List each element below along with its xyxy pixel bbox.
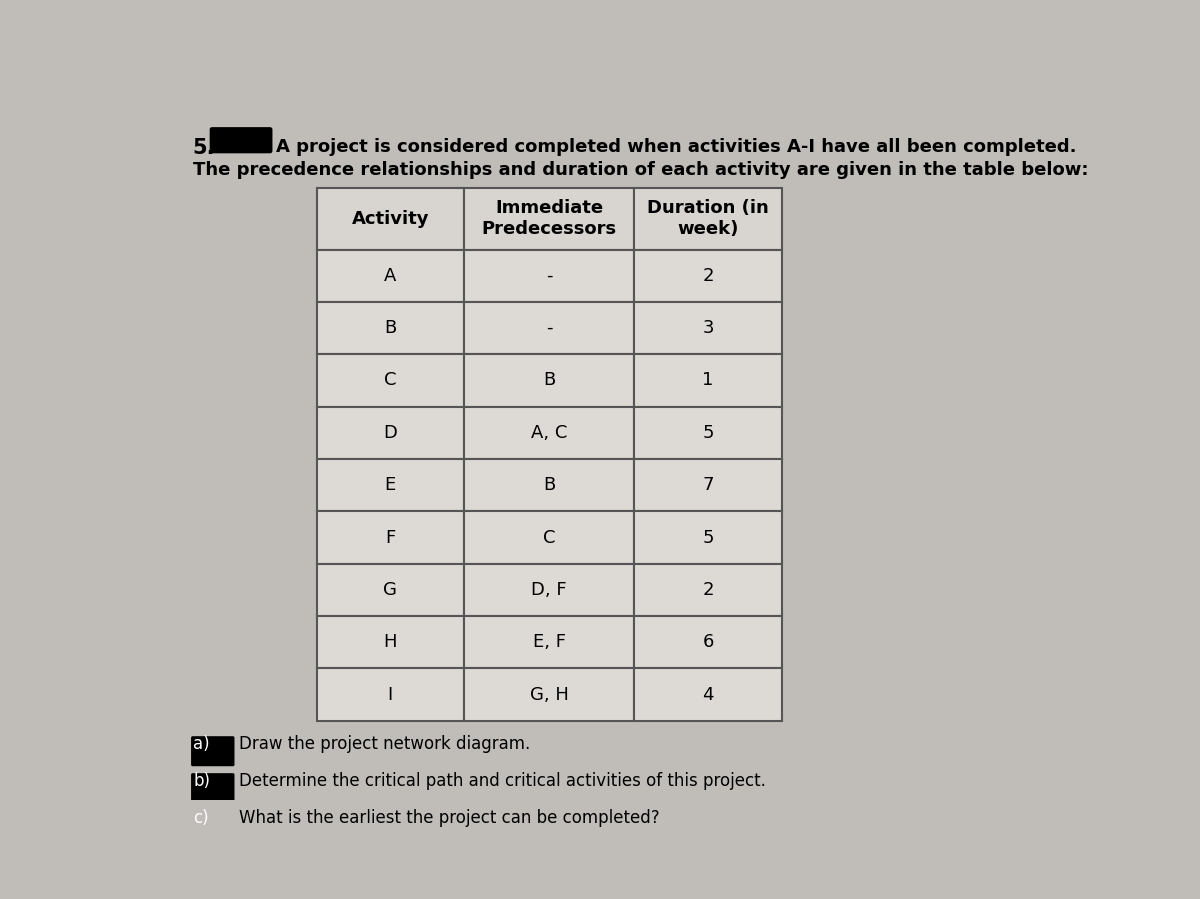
Bar bbox=[635, 302, 781, 354]
Bar bbox=[464, 564, 635, 616]
FancyBboxPatch shape bbox=[191, 810, 234, 841]
Text: B: B bbox=[542, 476, 556, 494]
Text: E, F: E, F bbox=[533, 633, 565, 651]
Bar bbox=[464, 512, 635, 564]
Bar bbox=[317, 406, 464, 459]
Text: B: B bbox=[542, 371, 556, 389]
Text: A, C: A, C bbox=[530, 423, 568, 441]
Bar bbox=[317, 302, 464, 354]
Text: D, F: D, F bbox=[532, 581, 566, 599]
Text: B: B bbox=[384, 319, 396, 337]
Text: b): b) bbox=[193, 772, 210, 790]
Bar bbox=[317, 188, 464, 250]
FancyBboxPatch shape bbox=[191, 773, 234, 801]
Text: 6: 6 bbox=[702, 633, 714, 651]
Text: E: E bbox=[385, 476, 396, 494]
Text: c): c) bbox=[193, 809, 209, 827]
Bar bbox=[464, 188, 635, 250]
Bar bbox=[635, 669, 781, 721]
Text: A project is considered completed when activities A-I have all been completed.: A project is considered completed when a… bbox=[276, 138, 1076, 156]
FancyBboxPatch shape bbox=[210, 127, 272, 154]
Bar bbox=[635, 188, 781, 250]
Bar bbox=[464, 669, 635, 721]
Text: 5.: 5. bbox=[193, 138, 215, 158]
Text: G: G bbox=[383, 581, 397, 599]
Text: C: C bbox=[384, 371, 396, 389]
Text: Determine the critical path and critical activities of this project.: Determine the critical path and critical… bbox=[239, 772, 766, 790]
Text: -: - bbox=[546, 267, 552, 285]
Text: 2: 2 bbox=[702, 581, 714, 599]
Bar bbox=[635, 250, 781, 302]
Bar bbox=[317, 564, 464, 616]
Text: Draw the project network diagram.: Draw the project network diagram. bbox=[239, 734, 530, 752]
Text: 5: 5 bbox=[702, 423, 714, 441]
Bar bbox=[464, 616, 635, 669]
Text: 2: 2 bbox=[702, 267, 714, 285]
Text: I: I bbox=[388, 686, 392, 704]
Text: Immediate
Predecessors: Immediate Predecessors bbox=[481, 200, 617, 238]
Bar bbox=[317, 616, 464, 669]
Bar bbox=[635, 616, 781, 669]
Text: 1: 1 bbox=[702, 371, 714, 389]
Bar bbox=[635, 564, 781, 616]
Bar bbox=[464, 250, 635, 302]
Bar bbox=[464, 406, 635, 459]
Text: D: D bbox=[383, 423, 397, 441]
Text: Activity: Activity bbox=[352, 209, 430, 227]
Text: G, H: G, H bbox=[529, 686, 569, 704]
Text: Duration (in
week): Duration (in week) bbox=[647, 200, 769, 238]
Text: a): a) bbox=[193, 734, 210, 752]
Bar bbox=[317, 459, 464, 512]
Text: -: - bbox=[546, 319, 552, 337]
Bar bbox=[635, 459, 781, 512]
Bar bbox=[464, 459, 635, 512]
Text: 4: 4 bbox=[702, 686, 714, 704]
Text: A: A bbox=[384, 267, 396, 285]
Bar bbox=[317, 250, 464, 302]
Bar bbox=[317, 669, 464, 721]
Text: 7: 7 bbox=[702, 476, 714, 494]
Text: 5: 5 bbox=[702, 529, 714, 547]
Bar bbox=[464, 354, 635, 406]
Bar bbox=[317, 512, 464, 564]
Text: The precedence relationships and duration of each activity are given in the tabl: The precedence relationships and duratio… bbox=[193, 161, 1088, 179]
Text: H: H bbox=[384, 633, 397, 651]
Text: C: C bbox=[542, 529, 556, 547]
Text: 3: 3 bbox=[702, 319, 714, 337]
Bar bbox=[635, 354, 781, 406]
FancyBboxPatch shape bbox=[191, 736, 234, 766]
Text: What is the earliest the project can be completed?: What is the earliest the project can be … bbox=[239, 809, 660, 827]
Bar bbox=[317, 354, 464, 406]
Bar bbox=[635, 406, 781, 459]
Text: F: F bbox=[385, 529, 395, 547]
Bar bbox=[635, 512, 781, 564]
Bar bbox=[464, 302, 635, 354]
